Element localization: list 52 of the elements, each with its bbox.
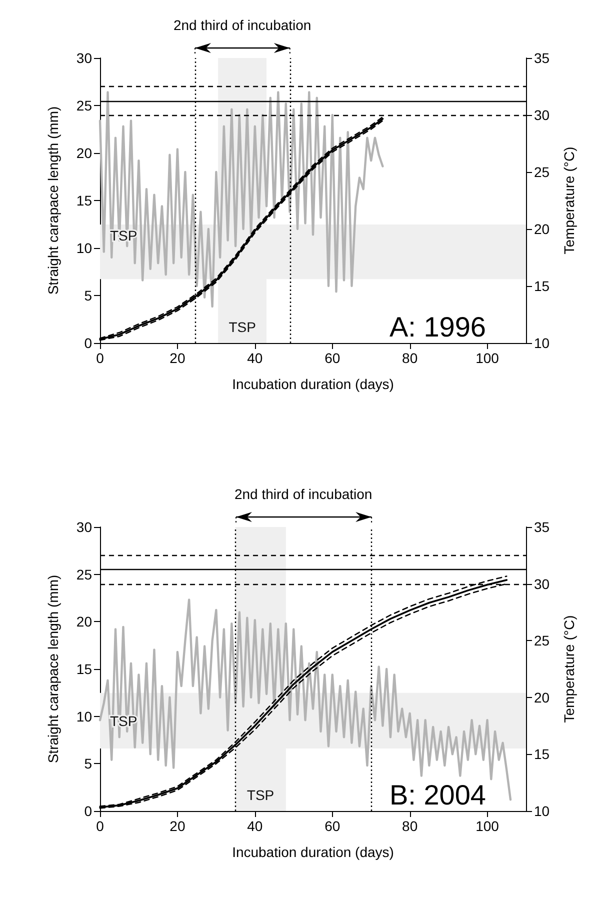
x-tick-label: 80 xyxy=(402,818,418,834)
text: 2nd third of incubation xyxy=(173,17,312,33)
y-tick-label: 10 xyxy=(76,708,92,724)
x-tick-label: 80 xyxy=(402,350,418,366)
y-tick-label: 10 xyxy=(76,240,92,256)
annotation: B: 2004 xyxy=(389,780,486,810)
y2-tick-label: 20 xyxy=(534,221,550,237)
x-tick-label: 60 xyxy=(324,350,340,366)
y2-tick-label: 20 xyxy=(534,689,550,706)
y2-tick-label: 30 xyxy=(534,576,550,592)
y-tick-label: 20 xyxy=(76,614,92,630)
y-tick-label: 0 xyxy=(84,335,92,351)
y-axis-title: Straight carapace length (mm) xyxy=(45,574,61,764)
x-axis-title: Incubation duration (days) xyxy=(232,376,394,392)
y2-tick-label: 10 xyxy=(534,335,550,351)
y-tick-label: 20 xyxy=(76,145,92,161)
y-tick-label: 5 xyxy=(84,756,92,772)
x-tick-label: 0 xyxy=(96,350,104,366)
y-tick-label: 0 xyxy=(84,803,92,819)
y2-tick-label: 35 xyxy=(534,50,550,66)
y-tick-label: 25 xyxy=(76,566,92,582)
y2-tick-label: 30 xyxy=(534,107,550,123)
y2-tick-label: 15 xyxy=(534,278,550,294)
y2-tick-label: 35 xyxy=(534,519,550,535)
text: 2nd third of incubation xyxy=(234,486,372,502)
x-tick-label: 100 xyxy=(476,350,500,366)
x-tick-label: 20 xyxy=(170,350,186,366)
x-tick-label: 40 xyxy=(247,350,263,366)
y2-axis-title: Temperature (°C) xyxy=(561,615,577,723)
x-tick-label: 0 xyxy=(96,818,104,834)
band-label: TSP xyxy=(228,319,256,335)
band-label: TSP xyxy=(246,787,274,803)
annotation: A: 1996 xyxy=(389,312,486,342)
y-axis-title: Straight carapace length (mm) xyxy=(45,106,61,295)
y2-tick-label: 25 xyxy=(534,632,550,649)
x-tick-label: 60 xyxy=(324,818,340,834)
y2-tick-label: 10 xyxy=(534,803,550,819)
y-tick-label: 30 xyxy=(76,50,92,66)
x-axis-title: Incubation duration (days) xyxy=(232,844,394,860)
y-tick-label: 5 xyxy=(84,288,92,304)
band-label: TSP xyxy=(110,712,138,729)
y-tick-label: 25 xyxy=(76,98,92,114)
x-tick-label: 100 xyxy=(476,818,500,834)
y2-axis-title: Temperature (°C) xyxy=(561,146,577,254)
band-label: TSP xyxy=(110,227,138,244)
y-tick-label: 15 xyxy=(76,192,92,208)
y2-tick-label: 15 xyxy=(534,746,550,762)
x-tick-label: 40 xyxy=(247,818,263,834)
x-tick-label: 20 xyxy=(170,818,186,834)
y-tick-label: 15 xyxy=(76,661,92,677)
y-tick-label: 30 xyxy=(76,519,92,535)
y2-tick-label: 25 xyxy=(534,164,550,180)
